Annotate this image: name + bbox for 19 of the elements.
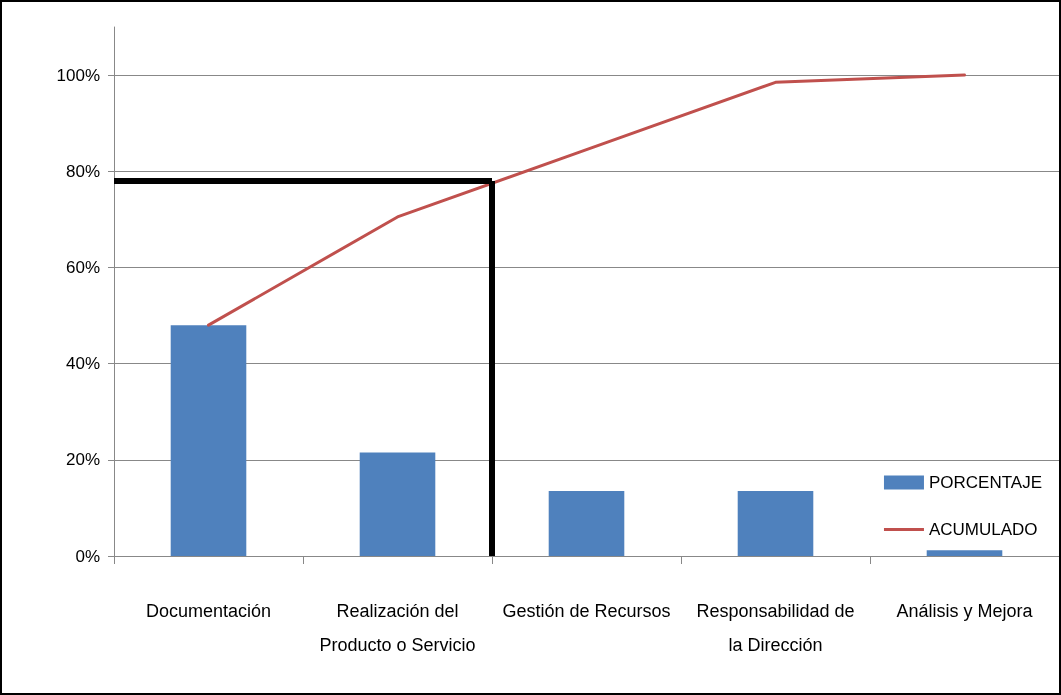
line-series	[207, 73, 966, 327]
legend-label: PORCENTAJE	[928, 473, 1043, 492]
bar	[548, 491, 625, 556]
bar	[926, 550, 1003, 556]
x-tick-label: Gestión de Recursos	[502, 601, 671, 621]
bar	[359, 452, 436, 556]
y-tick-label: 60%	[65, 257, 100, 277]
x-tick-label: Documentación	[145, 601, 272, 621]
y-tick-label: 20%	[65, 450, 100, 470]
y-tick-label: 40%	[65, 354, 100, 374]
legend-label: ACUMULADO	[928, 520, 1038, 539]
x-tick-label: Responsabilidad de la Dirección	[696, 601, 855, 655]
y-tick-label: 100%	[56, 65, 100, 85]
y-tick-label: 80%	[65, 161, 100, 181]
y-tick-label: 0%	[75, 546, 100, 566]
bar	[170, 325, 247, 556]
bar	[737, 491, 814, 556]
x-tick-label: Análisis y Mejora	[896, 601, 1034, 621]
x-tick-label: Realización del Producto o Servicio	[319, 601, 476, 655]
